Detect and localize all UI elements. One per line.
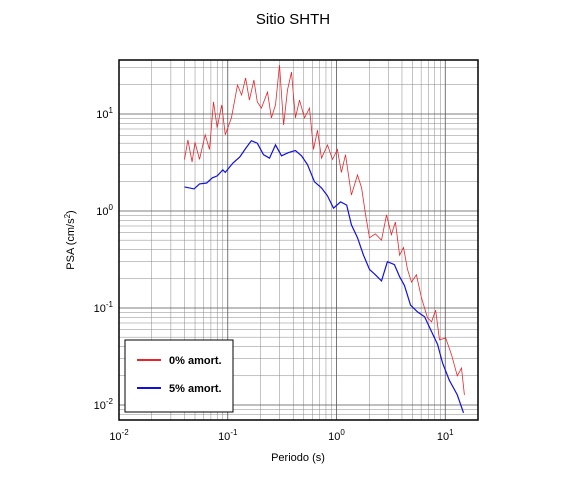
series-line xyxy=(184,139,465,413)
tick-label-base: 10 xyxy=(109,431,121,443)
tick-label: 100 xyxy=(328,428,345,443)
tick-label-exponent: -2 xyxy=(122,428,130,437)
tick-label-base: 10 xyxy=(96,109,108,121)
tick-label-base: 10 xyxy=(94,400,106,412)
tick-label-base: 10 xyxy=(218,431,230,443)
tick-label: 101 xyxy=(96,106,113,121)
tick-label-exponent: -2 xyxy=(106,397,114,406)
tick-label: 10-2 xyxy=(94,397,114,412)
tick-label: 10-2 xyxy=(109,428,129,443)
tick-label: 10-1 xyxy=(218,428,238,443)
tick-label-exponent: -1 xyxy=(230,428,238,437)
chart-title: Sitio SHTH xyxy=(256,11,330,28)
y-axis-label: PSA (cm/s2) xyxy=(63,210,77,269)
tick-label-exponent: -1 xyxy=(106,300,114,309)
legend-label: 5% amort. xyxy=(169,383,222,395)
tick-label-exponent: 0 xyxy=(109,203,114,212)
tick-label-base: 10 xyxy=(328,431,340,443)
tick-label-base: 10 xyxy=(437,431,449,443)
tick-label-exponent: 0 xyxy=(340,428,345,437)
series-line xyxy=(184,64,465,395)
y-axis-label-end: ) xyxy=(65,210,77,214)
tick-label-base: 10 xyxy=(94,303,106,315)
plot-frame xyxy=(118,59,479,421)
y-axis-label-sup: 2 xyxy=(63,213,72,218)
tick-label-exponent: 1 xyxy=(109,106,114,115)
x-axis-label: Periodo (s) xyxy=(271,452,325,464)
y-axis-label-text: PSA (cm/s xyxy=(65,218,77,270)
tick-label-exponent: 1 xyxy=(449,428,454,437)
tick-label: 101 xyxy=(437,428,454,443)
tick-label-base: 10 xyxy=(96,206,108,218)
legend-label: 0% amort. xyxy=(169,355,222,367)
legend-box xyxy=(124,339,234,413)
tick-label: 10-1 xyxy=(94,300,114,315)
tick-label: 100 xyxy=(96,203,113,218)
